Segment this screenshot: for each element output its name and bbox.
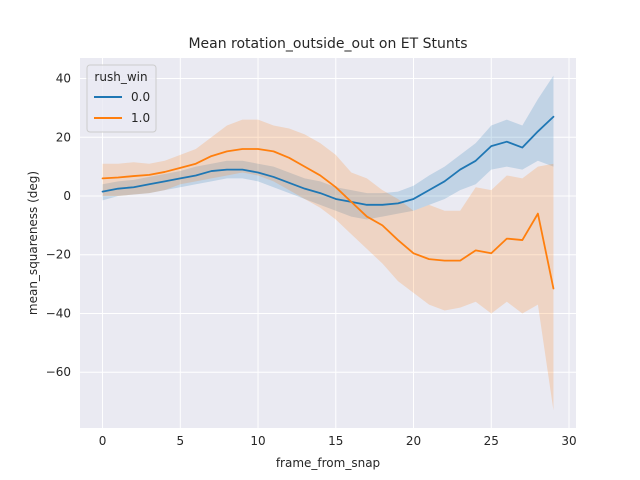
- x-tick-labels: 0 5 10 15 20 25 30: [99, 434, 577, 448]
- y-tick-labels: −60 −40 −20 0 20 40: [46, 72, 71, 380]
- x-tick-label: 0: [99, 434, 107, 448]
- series-lines: [101, 115, 555, 290]
- x-tick-label: 15: [328, 434, 343, 448]
- x-tick-label: 20: [406, 434, 421, 448]
- y-tick-label: 20: [56, 130, 71, 144]
- y-axis-title: mean_squareness (deg): [26, 171, 40, 315]
- legend-label-0: 0.0: [131, 90, 150, 104]
- y-tick-label: −40: [46, 306, 71, 320]
- chart-title: Mean rotation_outside_out on ET Stunts: [188, 36, 467, 52]
- x-tick-label: 10: [250, 434, 265, 448]
- x-axis-title: frame_from_snap: [276, 456, 380, 470]
- series-line-1: [101, 148, 555, 290]
- legend-label-1: 1.0: [131, 111, 150, 125]
- series-line-0: [101, 115, 555, 206]
- y-tick-label: 40: [56, 72, 71, 86]
- x-tick-label: 25: [484, 434, 499, 448]
- y-tick-label: −20: [46, 248, 71, 262]
- y-tick-label: 0: [63, 189, 71, 203]
- x-tick-label: 5: [176, 434, 184, 448]
- legend-box: [86, 64, 157, 133]
- legend: rush_win 0.0 1.0: [86, 64, 157, 133]
- y-tick-label: −60: [46, 365, 71, 379]
- ci-band-1: [102, 119, 554, 411]
- legend-title: rush_win: [94, 70, 147, 84]
- plot-background: [80, 58, 576, 428]
- x-tick-label: 30: [561, 434, 576, 448]
